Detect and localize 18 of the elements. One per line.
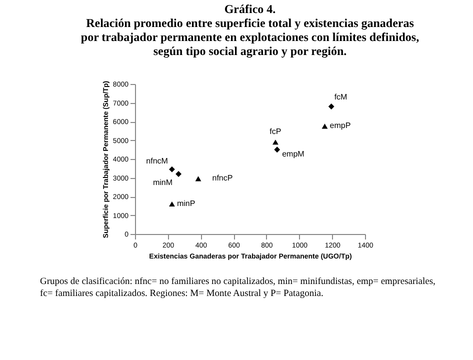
point — [274, 146, 280, 153]
point — [195, 176, 202, 182]
point — [169, 201, 175, 207]
annotation: nfncP — [212, 174, 233, 183]
annotation: empP — [330, 121, 351, 130]
point — [322, 124, 328, 129]
annotation: fcP — [270, 127, 282, 136]
point — [328, 104, 334, 110]
point — [272, 140, 278, 145]
chart-title: Gráfico 4. — [224, 2, 276, 16]
annotation: nfncM — [146, 156, 168, 166]
annotation: minP — [176, 199, 196, 208]
annotation: empM — [282, 150, 305, 159]
annotation: minM — [152, 178, 173, 187]
chart-subtitle: Relación promedio entre superficie total y existencias ganaderas por trabajador permanente en explotaciones con límites definidos, según tipo social agrario y por región. — [80, 16, 420, 58]
annotation: fcM — [334, 92, 348, 102]
point — [169, 166, 175, 172]
text: Grupos de clasificación: nfnc= no familiares no capitalizados, min= minifundistas, emp= empresariales, fc= familiares capitalizados. Regiones: M= Monte Austral y P= Patagonia. — [40, 277, 436, 299]
